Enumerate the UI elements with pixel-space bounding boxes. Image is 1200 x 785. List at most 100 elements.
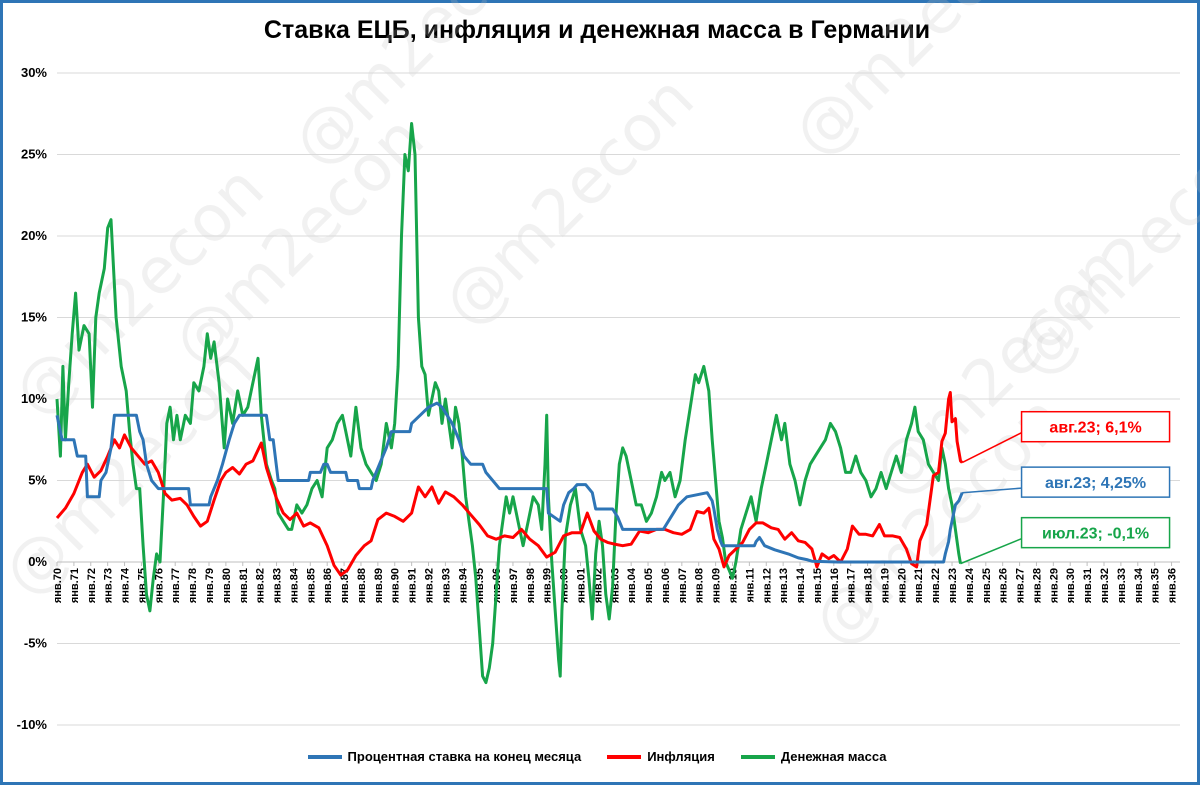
callout-leader — [960, 537, 1022, 565]
x-tick-label: янв.32 — [1099, 568, 1111, 603]
x-tick-label: янв.72 — [86, 568, 98, 603]
x-tick-label: янв.28 — [1031, 568, 1043, 603]
x-tick-label: янв.87 — [339, 568, 351, 603]
x-tick-label: янв.81 — [238, 568, 250, 603]
series-line-1 — [55, 391, 964, 577]
y-tick-label: 5% — [28, 473, 47, 488]
x-tick-label: янв.85 — [305, 568, 317, 603]
x-tick-label: янв.08 — [694, 568, 706, 603]
legend-item-inflation: Инфляция — [607, 749, 715, 764]
y-tick-label: 0% — [28, 554, 47, 569]
watermark-text: @m2econ — [779, 0, 1059, 171]
x-tick-label: янв.19 — [879, 568, 891, 603]
x-tick-label: янв.12 — [761, 568, 773, 603]
x-tick-label: янв.24 — [964, 567, 976, 603]
y-tick-label: 25% — [21, 147, 47, 162]
watermark-text: @m2econ — [429, 62, 709, 342]
callout-label: авг.23; 4,25% — [1045, 475, 1146, 492]
x-tick-label: янв.76 — [153, 568, 165, 603]
x-tick-label: янв.93 — [440, 568, 452, 603]
x-tick-label: янв.26 — [998, 568, 1010, 603]
x-tick-label: янв.73 — [103, 568, 115, 603]
legend-label-rate: Процентная ставка на конец месяца — [347, 749, 582, 764]
series-line-2 — [55, 122, 962, 685]
callout-box — [1020, 516, 1171, 549]
x-tick-label: янв.79 — [204, 568, 216, 603]
x-tick-label: янв.11 — [744, 568, 756, 603]
x-tick-label: янв.23 — [947, 568, 959, 603]
x-tick-label: янв.31 — [1082, 568, 1094, 603]
x-tick-label: янв.34 — [1133, 567, 1145, 603]
x-tick-label: янв.86 — [322, 568, 334, 603]
y-tick-label: -5% — [24, 636, 48, 651]
x-tick-label: янв.99 — [542, 568, 554, 603]
x-tick-label: янв.25 — [981, 568, 993, 603]
x-tick-label: янв.98 — [525, 568, 537, 603]
x-tick-label: янв.13 — [778, 568, 790, 603]
y-tick-label: 10% — [21, 391, 47, 406]
x-tick-label: янв.90 — [390, 568, 402, 603]
callout-label: июл.23; -0,1% — [1042, 526, 1149, 543]
x-tick-label: янв.88 — [356, 568, 368, 603]
x-tick-label: янв.78 — [187, 568, 199, 603]
x-tick-label: янв.01 — [576, 568, 588, 603]
legend-swatch-rate — [307, 754, 342, 759]
legend-swatch-inflation — [607, 754, 642, 759]
y-tick-label: 30% — [21, 65, 47, 80]
series-line-0 — [55, 401, 964, 564]
x-tick-label: янв.20 — [896, 568, 908, 603]
x-tick-label: янв.71 — [69, 568, 81, 603]
x-tick-label: янв.91 — [407, 568, 419, 603]
legend-item-money-supply: Денежная масса — [740, 749, 887, 764]
x-tick-label: янв.21 — [913, 568, 925, 603]
x-tick-label: янв.80 — [221, 568, 233, 603]
x-tick-label: янв.83 — [272, 568, 284, 603]
callout-layer: авг.23; 6,1% авг.23; 4,25% июл.23; -0,1% — [960, 410, 1171, 565]
x-tick-label: янв.77 — [170, 568, 182, 603]
x-tick-label: янв.92 — [424, 568, 436, 603]
callout-box — [1020, 466, 1171, 498]
x-tick-label: янв.89 — [373, 568, 385, 603]
y-axis: 30% 25% 20% 15% 10% 5% 0% -5% -10% — [17, 65, 48, 732]
chart-title: Ставка ЕЦБ, инфляция и денежная масса в … — [263, 16, 931, 44]
legend-item-rate: Процентная ставка на конец месяца — [307, 749, 582, 764]
x-tick-label: янв.09 — [711, 568, 723, 603]
x-axis: янв.70 янв.71 янв.72 янв.73 янв.74 янв.75 янв.… — [52, 561, 1180, 603]
legend-swatch-money-supply — [740, 754, 775, 759]
legend: Процентная ставка на конец месяца Инфляц… — [0, 749, 1194, 764]
x-tick-label: янв.22 — [930, 568, 942, 603]
x-tick-label: янв.74 — [120, 567, 132, 603]
x-tick-label: янв.18 — [863, 568, 875, 603]
x-tick-label: янв.06 — [660, 568, 672, 603]
x-tick-label: янв.07 — [677, 568, 689, 603]
x-tick-label: янв.84 — [288, 567, 300, 603]
callout-leader — [962, 487, 1022, 494]
x-tick-label: янв.29 — [1048, 568, 1060, 603]
x-tick-label: янв.04 — [626, 567, 638, 603]
callout-leader — [961, 432, 1022, 464]
legend-label-inflation: Инфляция — [647, 749, 715, 764]
x-tick-label: янв.35 — [1150, 568, 1162, 603]
series-layer — [55, 122, 964, 685]
x-tick-label: янв.36 — [1167, 568, 1179, 603]
legend-label-money-supply: Денежная масса — [780, 749, 887, 764]
x-tick-label: янв.97 — [508, 568, 520, 603]
x-tick-label: янв.70 — [52, 568, 64, 603]
x-tick-label: янв.15 — [812, 568, 824, 603]
x-tick-label: янв.16 — [829, 568, 841, 603]
x-tick-label: янв.94 — [457, 567, 469, 603]
callout-label: авг.23; 6,1% — [1049, 420, 1141, 437]
y-tick-label: -10% — [17, 717, 48, 732]
x-tick-label: янв.82 — [255, 568, 267, 603]
callout-box — [1020, 410, 1171, 443]
x-tick-label: янв.33 — [1116, 568, 1128, 603]
y-tick-label: 15% — [21, 310, 47, 325]
x-tick-label: янв.27 — [1015, 568, 1027, 603]
x-tick-label: янв.14 — [795, 567, 807, 603]
x-tick-label: янв.17 — [846, 568, 858, 603]
x-tick-label: янв.30 — [1065, 568, 1077, 603]
x-tick-label: янв.05 — [643, 568, 655, 603]
y-tick-label: 20% — [21, 228, 47, 243]
